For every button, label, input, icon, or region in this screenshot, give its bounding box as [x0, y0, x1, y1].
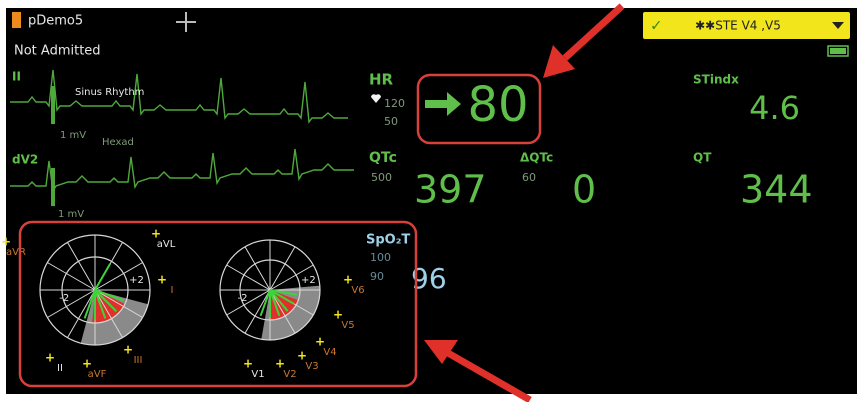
lead-label: aVR [6, 247, 26, 258]
polar-spoke [94, 262, 143, 291]
polar-vector [269, 289, 289, 312]
polar-plus: + [1, 235, 11, 249]
hr-label: HR [369, 71, 394, 89]
patient-name[interactable]: pDemo5 [28, 14, 83, 29]
polar-spoke [269, 264, 314, 291]
cal-bar [51, 86, 55, 124]
lead-label: III [134, 355, 143, 366]
wave-scale: 1 mV [60, 130, 86, 141]
lead-label: V6 [351, 285, 364, 296]
screen-bg [6, 8, 857, 394]
polar-vector [269, 289, 298, 296]
st-polar-maps: -2+2+aVR+aVL+I+II +aVF+III-2+2 +V6+V5+V4+V… [1, 227, 365, 381]
qtc-value: 397 [414, 168, 487, 212]
spo2t-low: 90 [370, 270, 384, 283]
polar-vector [94, 289, 118, 313]
admit-status: Not Admitted [14, 44, 101, 59]
lead-label: V4 [323, 347, 336, 358]
polar-vector [259, 289, 271, 317]
spo2t-high: 100 [370, 251, 391, 264]
move-icon[interactable] [176, 12, 196, 32]
dqtc-label: ΔQTc [520, 151, 553, 165]
polar-spoke [269, 246, 296, 291]
polar-plus: + [45, 351, 55, 365]
cal-bar [51, 168, 55, 206]
polar-plus: + [157, 273, 167, 287]
lead-label: dV2 [12, 153, 38, 167]
polar-spoke [244, 246, 271, 291]
qt-value: 344 [740, 168, 813, 212]
polar-spoke [226, 289, 271, 316]
wave-mode: Hexad [102, 137, 134, 148]
bed-indicator [12, 12, 21, 28]
highlight-box [18, 220, 418, 388]
polar-spoke [226, 264, 271, 291]
polar-vector [94, 263, 111, 291]
polar-plus: + [243, 357, 253, 371]
polar-plus: + [343, 273, 353, 287]
polar-scale: -2 [59, 293, 69, 304]
lead-label: aVF [88, 369, 107, 380]
polar-plus: + [275, 357, 285, 371]
polar-spoke [94, 289, 123, 338]
callout-arrows [424, 3, 625, 402]
polar-spoke [47, 289, 96, 318]
polar-plus: + [123, 343, 133, 357]
ecg-waves [10, 69, 354, 194]
alarm-dropdown[interactable] [832, 22, 844, 29]
alarm-box[interactable] [643, 12, 850, 39]
polar-scale: +2 [129, 275, 144, 286]
lead-label: V1 [251, 369, 264, 380]
highlight-box [416, 73, 542, 145]
trend-arrow [425, 92, 461, 116]
polar-spoke [47, 262, 96, 291]
rhythm: Sinus Rhythm [75, 87, 144, 98]
qtc-label: QTc [369, 150, 397, 166]
lead-label: I [171, 285, 174, 296]
polar-scale: +2 [301, 275, 316, 286]
lead-label: V3 [305, 361, 318, 372]
battery-level [830, 48, 846, 54]
polar-vector [269, 289, 281, 317]
hr-value: 80 [467, 77, 528, 133]
polar-scale: -2 [238, 293, 248, 304]
dqtc-value: 0 [572, 168, 596, 212]
wave-scale: 1 mV [58, 209, 84, 220]
lead-label: V5 [341, 320, 354, 331]
stindx-label: STindx [693, 73, 739, 87]
hr-low: 50 [384, 115, 398, 128]
polar-vector [94, 289, 107, 319]
lead-label: II [12, 70, 21, 84]
polar-spoke [67, 289, 96, 338]
polar-spoke [269, 289, 296, 334]
polar-plus: + [82, 357, 92, 371]
polar-plus: + [151, 227, 161, 241]
polar-vector [94, 289, 124, 302]
polar-spoke [94, 289, 143, 318]
qt-label: QT [693, 151, 712, 165]
lead-label: II [57, 363, 63, 374]
hr-high: 120 [384, 97, 405, 110]
polar-plus: + [315, 335, 325, 349]
battery [827, 45, 849, 57]
lead-label: V2 [283, 369, 296, 380]
heart-icon [371, 94, 381, 103]
polar-vector [269, 289, 295, 305]
polar-spoke [244, 289, 271, 334]
polar-vector [83, 289, 96, 319]
alarm-check: ✓ [650, 17, 663, 35]
alarm-text: ✱✱STE V4 ,V5 [695, 19, 781, 33]
stindx-value: 4.6 [749, 89, 800, 127]
polar-spoke [67, 242, 96, 291]
spo2t-label: SpO₂T [366, 233, 410, 248]
qtc-high: 500 [371, 171, 392, 184]
dqtc-high: 60 [522, 171, 536, 184]
polar-plus: + [297, 349, 307, 363]
polar-plus: + [333, 308, 343, 322]
lead-label: aVL [157, 239, 176, 250]
